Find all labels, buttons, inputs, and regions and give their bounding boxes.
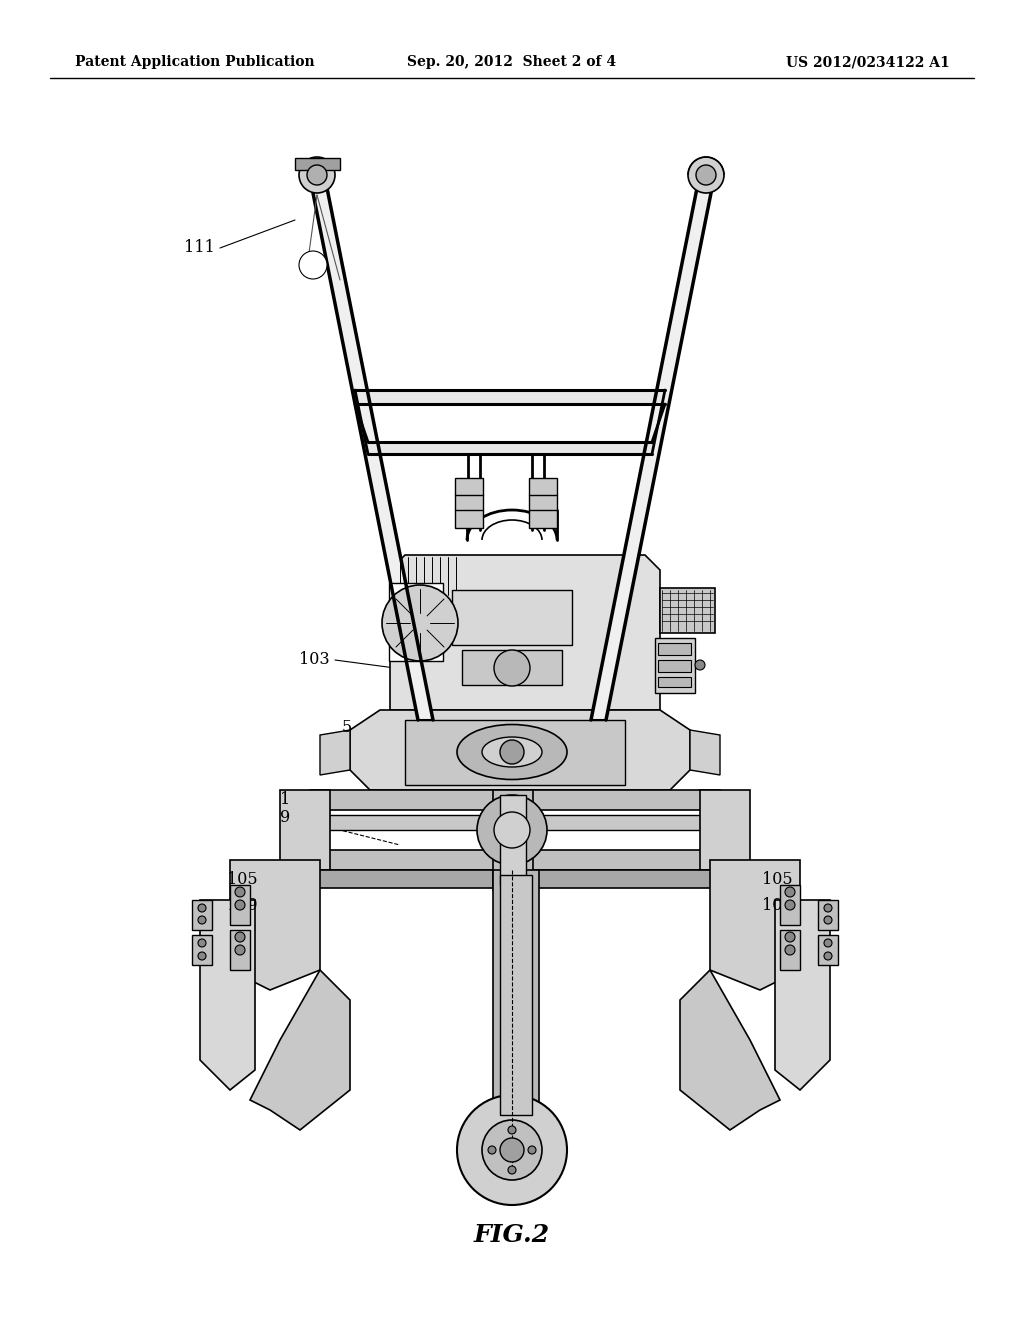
Circle shape bbox=[299, 157, 335, 193]
Polygon shape bbox=[390, 554, 660, 710]
Bar bbox=[455, 478, 483, 528]
Text: 9: 9 bbox=[280, 809, 290, 826]
Bar bbox=[658, 660, 691, 672]
Bar bbox=[230, 884, 250, 925]
Circle shape bbox=[824, 939, 831, 946]
Circle shape bbox=[299, 251, 327, 279]
Circle shape bbox=[477, 795, 547, 865]
Bar bbox=[660, 587, 715, 634]
Bar bbox=[193, 900, 212, 931]
Circle shape bbox=[198, 939, 206, 946]
Circle shape bbox=[307, 165, 327, 185]
Bar bbox=[310, 814, 720, 830]
Text: 111: 111 bbox=[184, 239, 215, 256]
Polygon shape bbox=[710, 861, 800, 990]
Circle shape bbox=[785, 887, 795, 898]
Bar bbox=[295, 158, 340, 170]
Circle shape bbox=[494, 812, 530, 847]
Bar bbox=[310, 789, 720, 810]
Polygon shape bbox=[350, 710, 690, 789]
Text: 105: 105 bbox=[762, 871, 793, 888]
Circle shape bbox=[234, 887, 245, 898]
Circle shape bbox=[198, 916, 206, 924]
Text: 109: 109 bbox=[227, 896, 258, 913]
Polygon shape bbox=[200, 900, 255, 1090]
Text: 1: 1 bbox=[280, 792, 290, 808]
Circle shape bbox=[785, 900, 795, 909]
Circle shape bbox=[382, 585, 458, 661]
Circle shape bbox=[824, 916, 831, 924]
Bar bbox=[493, 789, 534, 890]
Circle shape bbox=[785, 945, 795, 954]
Bar bbox=[493, 870, 539, 1119]
Circle shape bbox=[508, 1126, 516, 1134]
Circle shape bbox=[482, 1119, 542, 1180]
Bar bbox=[780, 884, 800, 925]
Bar bbox=[230, 931, 250, 970]
Circle shape bbox=[234, 900, 245, 909]
Circle shape bbox=[494, 649, 530, 686]
Bar bbox=[462, 649, 562, 685]
Circle shape bbox=[198, 952, 206, 960]
Text: 103: 103 bbox=[299, 652, 330, 668]
Ellipse shape bbox=[457, 725, 567, 780]
Circle shape bbox=[696, 165, 716, 185]
Bar bbox=[658, 677, 691, 686]
Polygon shape bbox=[250, 970, 350, 1130]
Bar bbox=[280, 870, 770, 888]
Circle shape bbox=[688, 157, 724, 193]
Bar bbox=[355, 389, 665, 404]
Text: Makita: Makita bbox=[495, 607, 529, 616]
Text: Patent Application Publication: Patent Application Publication bbox=[75, 55, 314, 69]
Text: US 2012/0234122 A1: US 2012/0234122 A1 bbox=[786, 55, 950, 69]
Bar bbox=[452, 590, 572, 645]
Text: 105: 105 bbox=[227, 871, 258, 888]
Polygon shape bbox=[319, 730, 350, 775]
Bar bbox=[700, 789, 750, 870]
Text: 5: 5 bbox=[342, 719, 352, 737]
Bar bbox=[310, 850, 720, 870]
Circle shape bbox=[695, 660, 705, 671]
Bar bbox=[529, 478, 557, 528]
Bar bbox=[658, 643, 691, 655]
Polygon shape bbox=[310, 178, 433, 719]
Circle shape bbox=[528, 1146, 536, 1154]
Bar bbox=[193, 935, 212, 965]
Circle shape bbox=[500, 741, 524, 764]
Circle shape bbox=[824, 952, 831, 960]
Bar bbox=[780, 931, 800, 970]
Circle shape bbox=[500, 1138, 524, 1162]
Polygon shape bbox=[680, 970, 780, 1130]
Bar bbox=[818, 935, 838, 965]
Circle shape bbox=[488, 1146, 496, 1154]
Text: Sep. 20, 2012  Sheet 2 of 4: Sep. 20, 2012 Sheet 2 of 4 bbox=[408, 55, 616, 69]
Bar bbox=[500, 795, 526, 884]
Polygon shape bbox=[690, 730, 720, 775]
Circle shape bbox=[457, 1096, 567, 1205]
Polygon shape bbox=[775, 900, 830, 1090]
Bar bbox=[280, 789, 330, 870]
Text: FIG.2: FIG.2 bbox=[474, 1224, 550, 1247]
Circle shape bbox=[508, 1166, 516, 1173]
Bar bbox=[500, 875, 532, 1115]
Ellipse shape bbox=[482, 737, 542, 767]
Circle shape bbox=[785, 932, 795, 942]
Circle shape bbox=[198, 904, 206, 912]
Bar bbox=[818, 900, 838, 931]
Text: 109: 109 bbox=[762, 896, 793, 913]
Polygon shape bbox=[591, 178, 714, 719]
Circle shape bbox=[824, 904, 831, 912]
Bar bbox=[389, 583, 443, 661]
Circle shape bbox=[234, 932, 245, 942]
Polygon shape bbox=[230, 861, 319, 990]
Bar bbox=[406, 719, 625, 785]
Circle shape bbox=[234, 945, 245, 954]
Bar bbox=[655, 638, 695, 693]
Bar bbox=[368, 442, 652, 454]
